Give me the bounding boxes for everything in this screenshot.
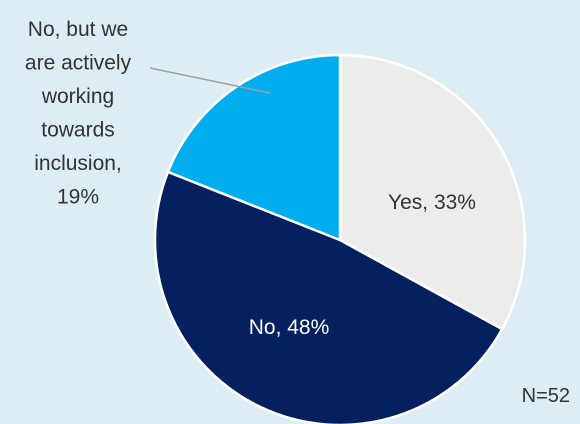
sample-size-note: N=52	[521, 385, 570, 407]
pie-slice-no	[153, 170, 504, 424]
slice-label-no-but-line: are actively	[25, 52, 132, 75]
slice-label-no-but-line: towards	[41, 119, 115, 142]
slice-label-no-but-line: No, but we	[28, 18, 128, 41]
slice-label-no-but-line: inclusion,	[34, 152, 122, 175]
leader-line	[149, 67, 271, 94]
pie-slice-yes	[338, 53, 527, 331]
slice-label-no-but-line: working	[41, 85, 114, 108]
pie-slice-no-but	[166, 53, 342, 242]
slice-label-yes: Yes, 33%	[388, 191, 476, 214]
slice-label-no: No, 48%	[249, 316, 330, 339]
slice-label-no-but-line: 19%	[57, 186, 99, 209]
